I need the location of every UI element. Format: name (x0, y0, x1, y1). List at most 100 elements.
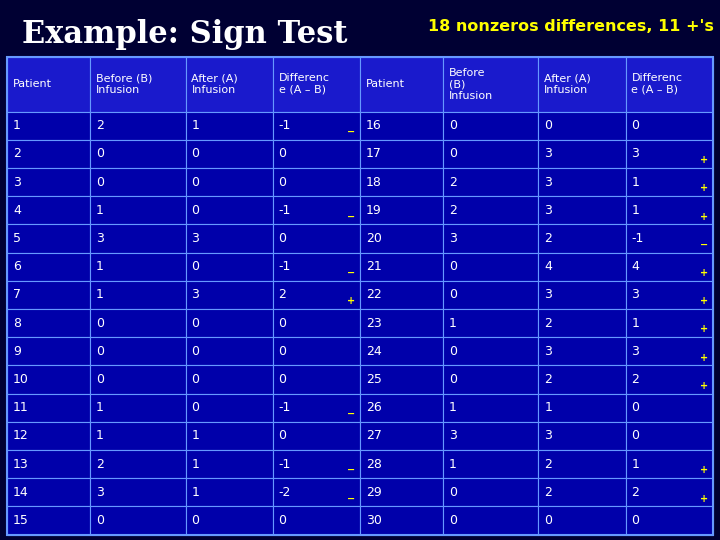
Text: 12: 12 (13, 429, 29, 442)
Text: 0: 0 (192, 316, 199, 329)
Text: 0: 0 (449, 486, 456, 499)
Text: 30: 30 (366, 514, 382, 527)
Text: 1: 1 (631, 176, 639, 188)
Text: 2: 2 (544, 457, 552, 470)
Text: 3: 3 (544, 429, 552, 442)
Text: 0: 0 (192, 514, 199, 527)
Text: 10: 10 (13, 373, 29, 386)
Text: 1: 1 (192, 119, 199, 132)
Text: 0: 0 (449, 147, 456, 160)
Text: -1: -1 (279, 260, 291, 273)
Text: 28: 28 (366, 457, 382, 470)
Text: 27: 27 (366, 429, 382, 442)
Text: 1: 1 (449, 401, 456, 414)
Text: 3: 3 (449, 429, 456, 442)
Text: 2: 2 (96, 119, 104, 132)
Text: 1: 1 (192, 429, 199, 442)
Text: 2: 2 (449, 204, 456, 217)
Text: After (A)
Infusion: After (A) Infusion (192, 73, 238, 95)
Text: 0: 0 (192, 345, 199, 358)
Text: −: − (347, 465, 356, 475)
Text: 2: 2 (631, 373, 639, 386)
Text: 0: 0 (631, 401, 639, 414)
Text: +: + (700, 494, 708, 503)
Text: Patient: Patient (366, 79, 405, 89)
Text: +: + (700, 353, 708, 362)
Text: Patient: Patient (13, 79, 52, 89)
Text: +: + (700, 212, 708, 221)
Text: 1: 1 (544, 401, 552, 414)
Text: 21: 21 (366, 260, 382, 273)
Text: 0: 0 (631, 119, 639, 132)
Text: Differenc
e (A – B): Differenc e (A – B) (631, 73, 683, 95)
Text: 29: 29 (366, 486, 382, 499)
Text: 2: 2 (13, 147, 21, 160)
Text: 0: 0 (96, 147, 104, 160)
Text: −: − (347, 212, 356, 221)
Text: 0: 0 (544, 119, 552, 132)
Text: 3: 3 (544, 147, 552, 160)
Text: -1: -1 (279, 204, 291, 217)
Text: Before (B)
Infusion: Before (B) Infusion (96, 73, 153, 95)
Text: +: + (700, 325, 708, 334)
Text: −: − (700, 240, 708, 249)
Text: 1: 1 (96, 288, 104, 301)
Text: +: + (700, 184, 708, 193)
Text: −: − (347, 494, 356, 503)
Text: 18 nonzeros differences, 11 +'s  7 –'s: 18 nonzeros differences, 11 +'s 7 –'s (428, 19, 720, 34)
Text: −: − (347, 127, 356, 137)
Text: 2: 2 (449, 176, 456, 188)
Text: 1: 1 (631, 457, 639, 470)
Text: 19: 19 (366, 204, 382, 217)
Text: 3: 3 (544, 176, 552, 188)
Text: 0: 0 (449, 514, 456, 527)
Text: Before
(B)
Infusion: Before (B) Infusion (449, 68, 493, 101)
Text: 20: 20 (366, 232, 382, 245)
Text: 0: 0 (96, 373, 104, 386)
Text: -1: -1 (279, 119, 291, 132)
Text: 3: 3 (544, 204, 552, 217)
Text: 1: 1 (96, 429, 104, 442)
Text: 15: 15 (13, 514, 29, 527)
Text: 2: 2 (96, 457, 104, 470)
Text: 0: 0 (96, 176, 104, 188)
Text: 0: 0 (192, 204, 199, 217)
Text: 17: 17 (366, 147, 382, 160)
Text: 1: 1 (631, 204, 639, 217)
Text: 11: 11 (13, 401, 29, 414)
Text: −: − (347, 268, 356, 278)
Text: 3: 3 (96, 232, 104, 245)
Text: After (A)
Infusion: After (A) Infusion (544, 73, 591, 95)
Text: +: + (700, 155, 708, 165)
Text: 0: 0 (192, 176, 199, 188)
Text: Differenc
e (A – B): Differenc e (A – B) (279, 73, 330, 95)
Text: 1: 1 (449, 316, 456, 329)
Text: +: + (700, 381, 708, 391)
Text: 1: 1 (96, 260, 104, 273)
Text: 0: 0 (631, 514, 639, 527)
Text: 0: 0 (279, 147, 287, 160)
Text: 1: 1 (192, 486, 199, 499)
Text: 9: 9 (13, 345, 21, 358)
Text: 0: 0 (279, 514, 287, 527)
Text: 0: 0 (449, 345, 456, 358)
Text: 0: 0 (279, 429, 287, 442)
Text: 16: 16 (366, 119, 382, 132)
Text: 3: 3 (449, 232, 456, 245)
Text: 0: 0 (631, 429, 639, 442)
Text: 0: 0 (192, 373, 199, 386)
Text: 4: 4 (631, 260, 639, 273)
Text: 4: 4 (13, 204, 21, 217)
Text: 3: 3 (96, 486, 104, 499)
Text: 0: 0 (96, 514, 104, 527)
Text: 23: 23 (366, 316, 382, 329)
Text: 1: 1 (449, 457, 456, 470)
Text: 2: 2 (544, 486, 552, 499)
Text: 1: 1 (631, 316, 639, 329)
Text: 0: 0 (449, 260, 456, 273)
Text: −: − (347, 409, 356, 419)
Text: 3: 3 (13, 176, 21, 188)
Text: 22: 22 (366, 288, 382, 301)
Text: 13: 13 (13, 457, 29, 470)
Text: 0: 0 (449, 288, 456, 301)
